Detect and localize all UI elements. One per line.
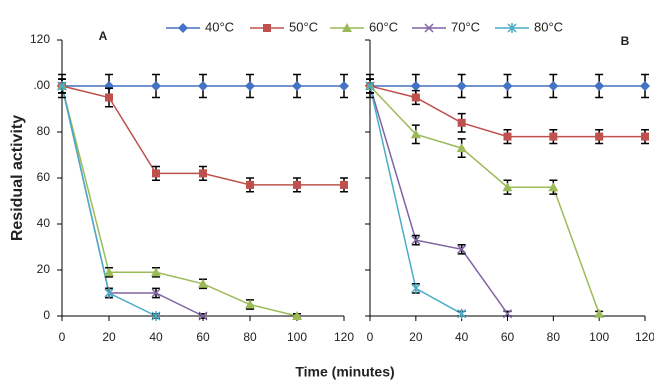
marker bbox=[151, 81, 161, 91]
legend-label: 60°C bbox=[369, 19, 398, 34]
marker bbox=[57, 81, 67, 91]
marker bbox=[503, 132, 512, 141]
marker bbox=[640, 81, 650, 91]
y-tick-label: 0 bbox=[43, 308, 50, 322]
marker bbox=[457, 308, 467, 319]
panel-label: B bbox=[621, 34, 630, 48]
marker bbox=[151, 267, 161, 277]
marker bbox=[411, 283, 421, 294]
panel-label: A bbox=[99, 29, 108, 43]
x-tick-label: 60 bbox=[501, 330, 515, 344]
marker bbox=[152, 169, 160, 178]
series-line bbox=[61, 85, 157, 317]
marker bbox=[263, 24, 271, 32]
x-tick-label: 40 bbox=[149, 330, 163, 344]
marker bbox=[293, 180, 301, 189]
x-tick-label: 120 bbox=[635, 330, 654, 344]
series-line bbox=[61, 85, 298, 317]
x-axis-title: Time (minutes) bbox=[295, 364, 394, 380]
series-line bbox=[369, 85, 509, 315]
marker bbox=[198, 278, 208, 288]
marker bbox=[411, 235, 421, 245]
marker bbox=[410, 129, 421, 139]
y-tick-label: 20 bbox=[37, 262, 51, 276]
marker bbox=[410, 81, 421, 91]
x-tick-label: 100 bbox=[287, 330, 307, 344]
marker bbox=[457, 118, 466, 127]
y-axis-title: Residual activity bbox=[9, 115, 26, 241]
marker bbox=[502, 81, 513, 91]
marker bbox=[178, 23, 188, 33]
marker bbox=[198, 81, 208, 91]
x-tick-label: 100 bbox=[589, 330, 609, 344]
marker bbox=[151, 288, 161, 298]
marker bbox=[292, 81, 302, 91]
x-tick-label: 80 bbox=[243, 330, 257, 344]
x-tick-label: 40 bbox=[455, 330, 469, 344]
marker bbox=[456, 143, 467, 153]
marker bbox=[198, 311, 208, 321]
marker bbox=[456, 81, 467, 91]
x-tick-label: 20 bbox=[409, 330, 423, 344]
marker bbox=[105, 93, 113, 102]
y-tick-label: 80 bbox=[37, 124, 51, 138]
legend-label: 50°C bbox=[289, 19, 318, 34]
marker bbox=[502, 182, 513, 192]
x-tick-label: 80 bbox=[547, 330, 561, 344]
marker bbox=[104, 267, 114, 277]
marker bbox=[549, 132, 558, 141]
marker bbox=[594, 308, 605, 318]
y-tick-label: 120 bbox=[30, 32, 50, 46]
marker bbox=[151, 311, 161, 321]
marker bbox=[246, 180, 254, 189]
marker bbox=[641, 132, 649, 141]
marker bbox=[548, 81, 559, 91]
marker bbox=[507, 23, 517, 33]
y-tick-label: 40 bbox=[37, 216, 51, 230]
marker bbox=[245, 81, 255, 91]
series-line bbox=[369, 85, 600, 314]
series-line bbox=[61, 85, 204, 317]
marker bbox=[339, 81, 349, 91]
marker bbox=[424, 23, 434, 33]
x-tick-label: 60 bbox=[196, 330, 210, 344]
legend-label: 70°C bbox=[451, 19, 480, 34]
x-tick-label: 0 bbox=[367, 330, 374, 344]
marker bbox=[595, 132, 604, 141]
y-tick-label: 60 bbox=[37, 170, 51, 184]
marker bbox=[292, 311, 302, 320]
x-tick-label: 0 bbox=[59, 330, 66, 344]
marker bbox=[104, 288, 114, 298]
marker bbox=[365, 81, 375, 91]
legend-label: 80°C bbox=[534, 19, 563, 34]
legend-label: 40°C bbox=[205, 19, 234, 34]
x-tick-label: 20 bbox=[102, 330, 116, 344]
marker bbox=[342, 23, 352, 32]
series-line bbox=[369, 85, 463, 315]
marker bbox=[340, 180, 348, 189]
x-tick-label: 120 bbox=[334, 330, 354, 344]
marker bbox=[548, 182, 559, 192]
marker bbox=[502, 309, 513, 319]
marker bbox=[594, 81, 605, 91]
marker bbox=[457, 244, 467, 254]
marker bbox=[245, 299, 255, 309]
marker bbox=[199, 169, 207, 178]
marker bbox=[411, 93, 420, 102]
y-tick-label: .00 bbox=[33, 78, 50, 92]
